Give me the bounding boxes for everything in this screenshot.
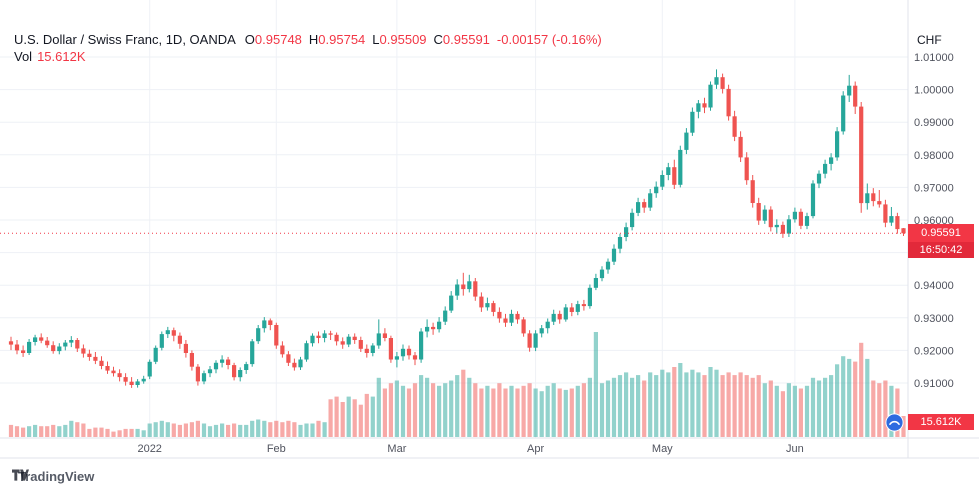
ohlc-close: C0.95591 [434, 31, 490, 48]
svg-text:0.99000: 0.99000 [914, 117, 954, 129]
symbol-title[interactable]: U.S. Dollar / Swiss Franc, 1D, OANDA [14, 32, 236, 47]
svg-text:0.92000: 0.92000 [914, 345, 954, 357]
ohlc-open-label: O [244, 32, 255, 47]
ohlc-high-value: 0.95754 [318, 32, 366, 47]
ohlc-low-value: 0.95509 [379, 32, 427, 47]
legend-row-volume: Vol 15.612K [14, 48, 602, 65]
tradingview-attribution[interactable]: TradingView [12, 469, 94, 484]
legend-row-main: U.S. Dollar / Swiss Franc, 1D, OANDA O0.… [14, 31, 602, 48]
svg-text:0.97000: 0.97000 [914, 182, 954, 194]
svg-text:Jun: Jun [786, 443, 804, 455]
svg-text:Apr: Apr [527, 443, 544, 455]
volume-value: 15.612K [37, 49, 86, 64]
ohlc-close-label: C [433, 32, 443, 47]
ohlc-open-value: 0.95748 [254, 32, 302, 47]
svg-text:Feb: Feb [267, 443, 286, 455]
volume-label[interactable]: Vol [14, 49, 33, 64]
symbol-legend: U.S. Dollar / Swiss Franc, 1D, OANDA O0.… [14, 31, 602, 65]
tradingview-brand-text: TradingView [18, 469, 95, 484]
ohlc-high: H0.95754 [309, 31, 365, 48]
time-scale[interactable] [0, 438, 979, 458]
time-axis-labels: 2022 Feb Mar Apr May Jun [137, 443, 803, 455]
change-value: -0.00157 (-0.16%) [496, 32, 602, 47]
last-price-badge: 0.95591 [908, 224, 974, 242]
candles [8, 69, 906, 388]
bar-countdown-badge: 16:50:42 [908, 242, 974, 258]
svg-text:0.98000: 0.98000 [914, 150, 954, 162]
ohlc-low: L0.95509 [372, 31, 426, 48]
svg-text:2022: 2022 [137, 443, 161, 455]
svg-text:0.94000: 0.94000 [914, 280, 954, 292]
volume-value-badge: 15.612K [908, 414, 974, 430]
svg-text:Mar: Mar [387, 443, 406, 455]
last-price-badge-group: 0.95591 16:50:42 [908, 224, 974, 258]
volume-bars [8, 332, 906, 437]
svg-text:1.01000: 1.01000 [914, 52, 954, 64]
svg-text:May: May [652, 443, 673, 455]
ohlc-high-label: H [308, 32, 319, 47]
ohlc-low-label: L [372, 32, 380, 47]
oanda-logo-icon[interactable] [885, 413, 904, 432]
quote-currency-label: CHF [917, 33, 942, 47]
svg-text:1.00000: 1.00000 [914, 85, 954, 97]
ohlc-close-value: 0.95591 [442, 32, 490, 47]
ohlc-open: O0.95748 [245, 31, 302, 48]
svg-text:0.91000: 0.91000 [914, 378, 954, 390]
svg-text:0.93000: 0.93000 [914, 313, 954, 325]
price-gridlines [0, 56, 908, 384]
